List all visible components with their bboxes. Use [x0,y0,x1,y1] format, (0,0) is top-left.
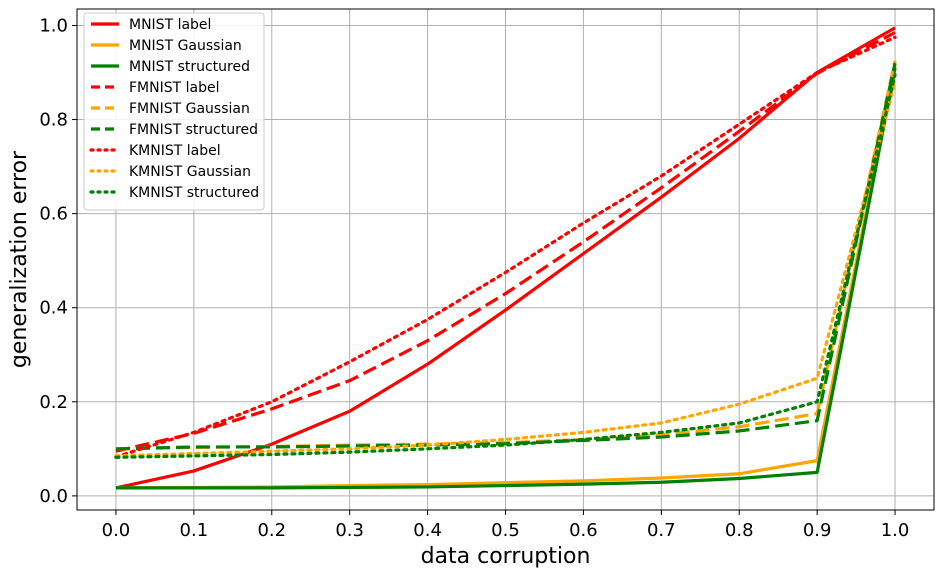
x-tick-label: 0.9 [803,520,832,541]
x-tick-label: 0.3 [335,520,364,541]
x-tick-label: 0.0 [102,520,131,541]
x-tick-label: 0.4 [413,520,442,541]
series-line-fmnist-label [115,31,896,453]
legend-label-mnist-structured: MNIST structured [129,59,250,75]
y-tick-label: 1.0 [39,15,68,36]
legend-label-kmnist-gaussian: KMNIST Gaussian [129,164,251,180]
x-tick-label: 0.7 [647,520,676,541]
series-line-kmnist-gaussian [114,80,897,458]
y-axis-label: generalization error [7,150,32,368]
legend: MNIST label MNIST Gaussian MNIST structure… [83,12,265,211]
y-tick-label: 0.8 [39,110,68,131]
series-line-mnist-structured [115,67,897,490]
legend-label-fmnist-label: FMNIST label [129,80,219,96]
x-axis-label: data corruption [421,544,591,569]
x-tick-label: 0.8 [725,520,754,541]
x-tick-label: 0.6 [569,520,598,541]
series-line-fmnist-structured [115,62,897,451]
legend-label-mnist-gaussian: MNIST Gaussian [129,38,242,54]
legend-box [83,12,265,211]
legend-label-fmnist-structured: FMNIST structured [129,122,258,138]
x-axis-ticks: 0.0 0.1 0.2 0.3 0.4 0.5 0.6 0.7 0.8 0.9 1.0 [102,510,910,541]
y-tick-label: 0.4 [39,298,68,319]
y-axis-ticks: 0.0 0.2 0.4 0.6 0.8 1.0 [39,15,77,507]
x-tick-label: 0.1 [180,520,209,541]
series-line-kmnist-structured [114,73,897,459]
x-tick-label: 0.5 [491,520,520,541]
series-line-kmnist-label [114,35,897,459]
x-tick-label: 0.2 [257,520,286,541]
y-tick-label: 0.0 [39,486,68,507]
y-tick-label: 0.6 [39,204,68,225]
legend-label-fmnist-gaussian: FMNIST Gaussian [129,101,250,117]
y-tick-label: 0.2 [39,392,68,413]
x-tick-label: 1.0 [881,520,910,541]
legend-label-mnist-label: MNIST label [129,17,211,33]
legend-label-kmnist-structured: KMNIST structured [129,185,259,201]
legend-label-kmnist-label: KMNIST label [129,143,221,159]
series-layer [114,26,897,490]
